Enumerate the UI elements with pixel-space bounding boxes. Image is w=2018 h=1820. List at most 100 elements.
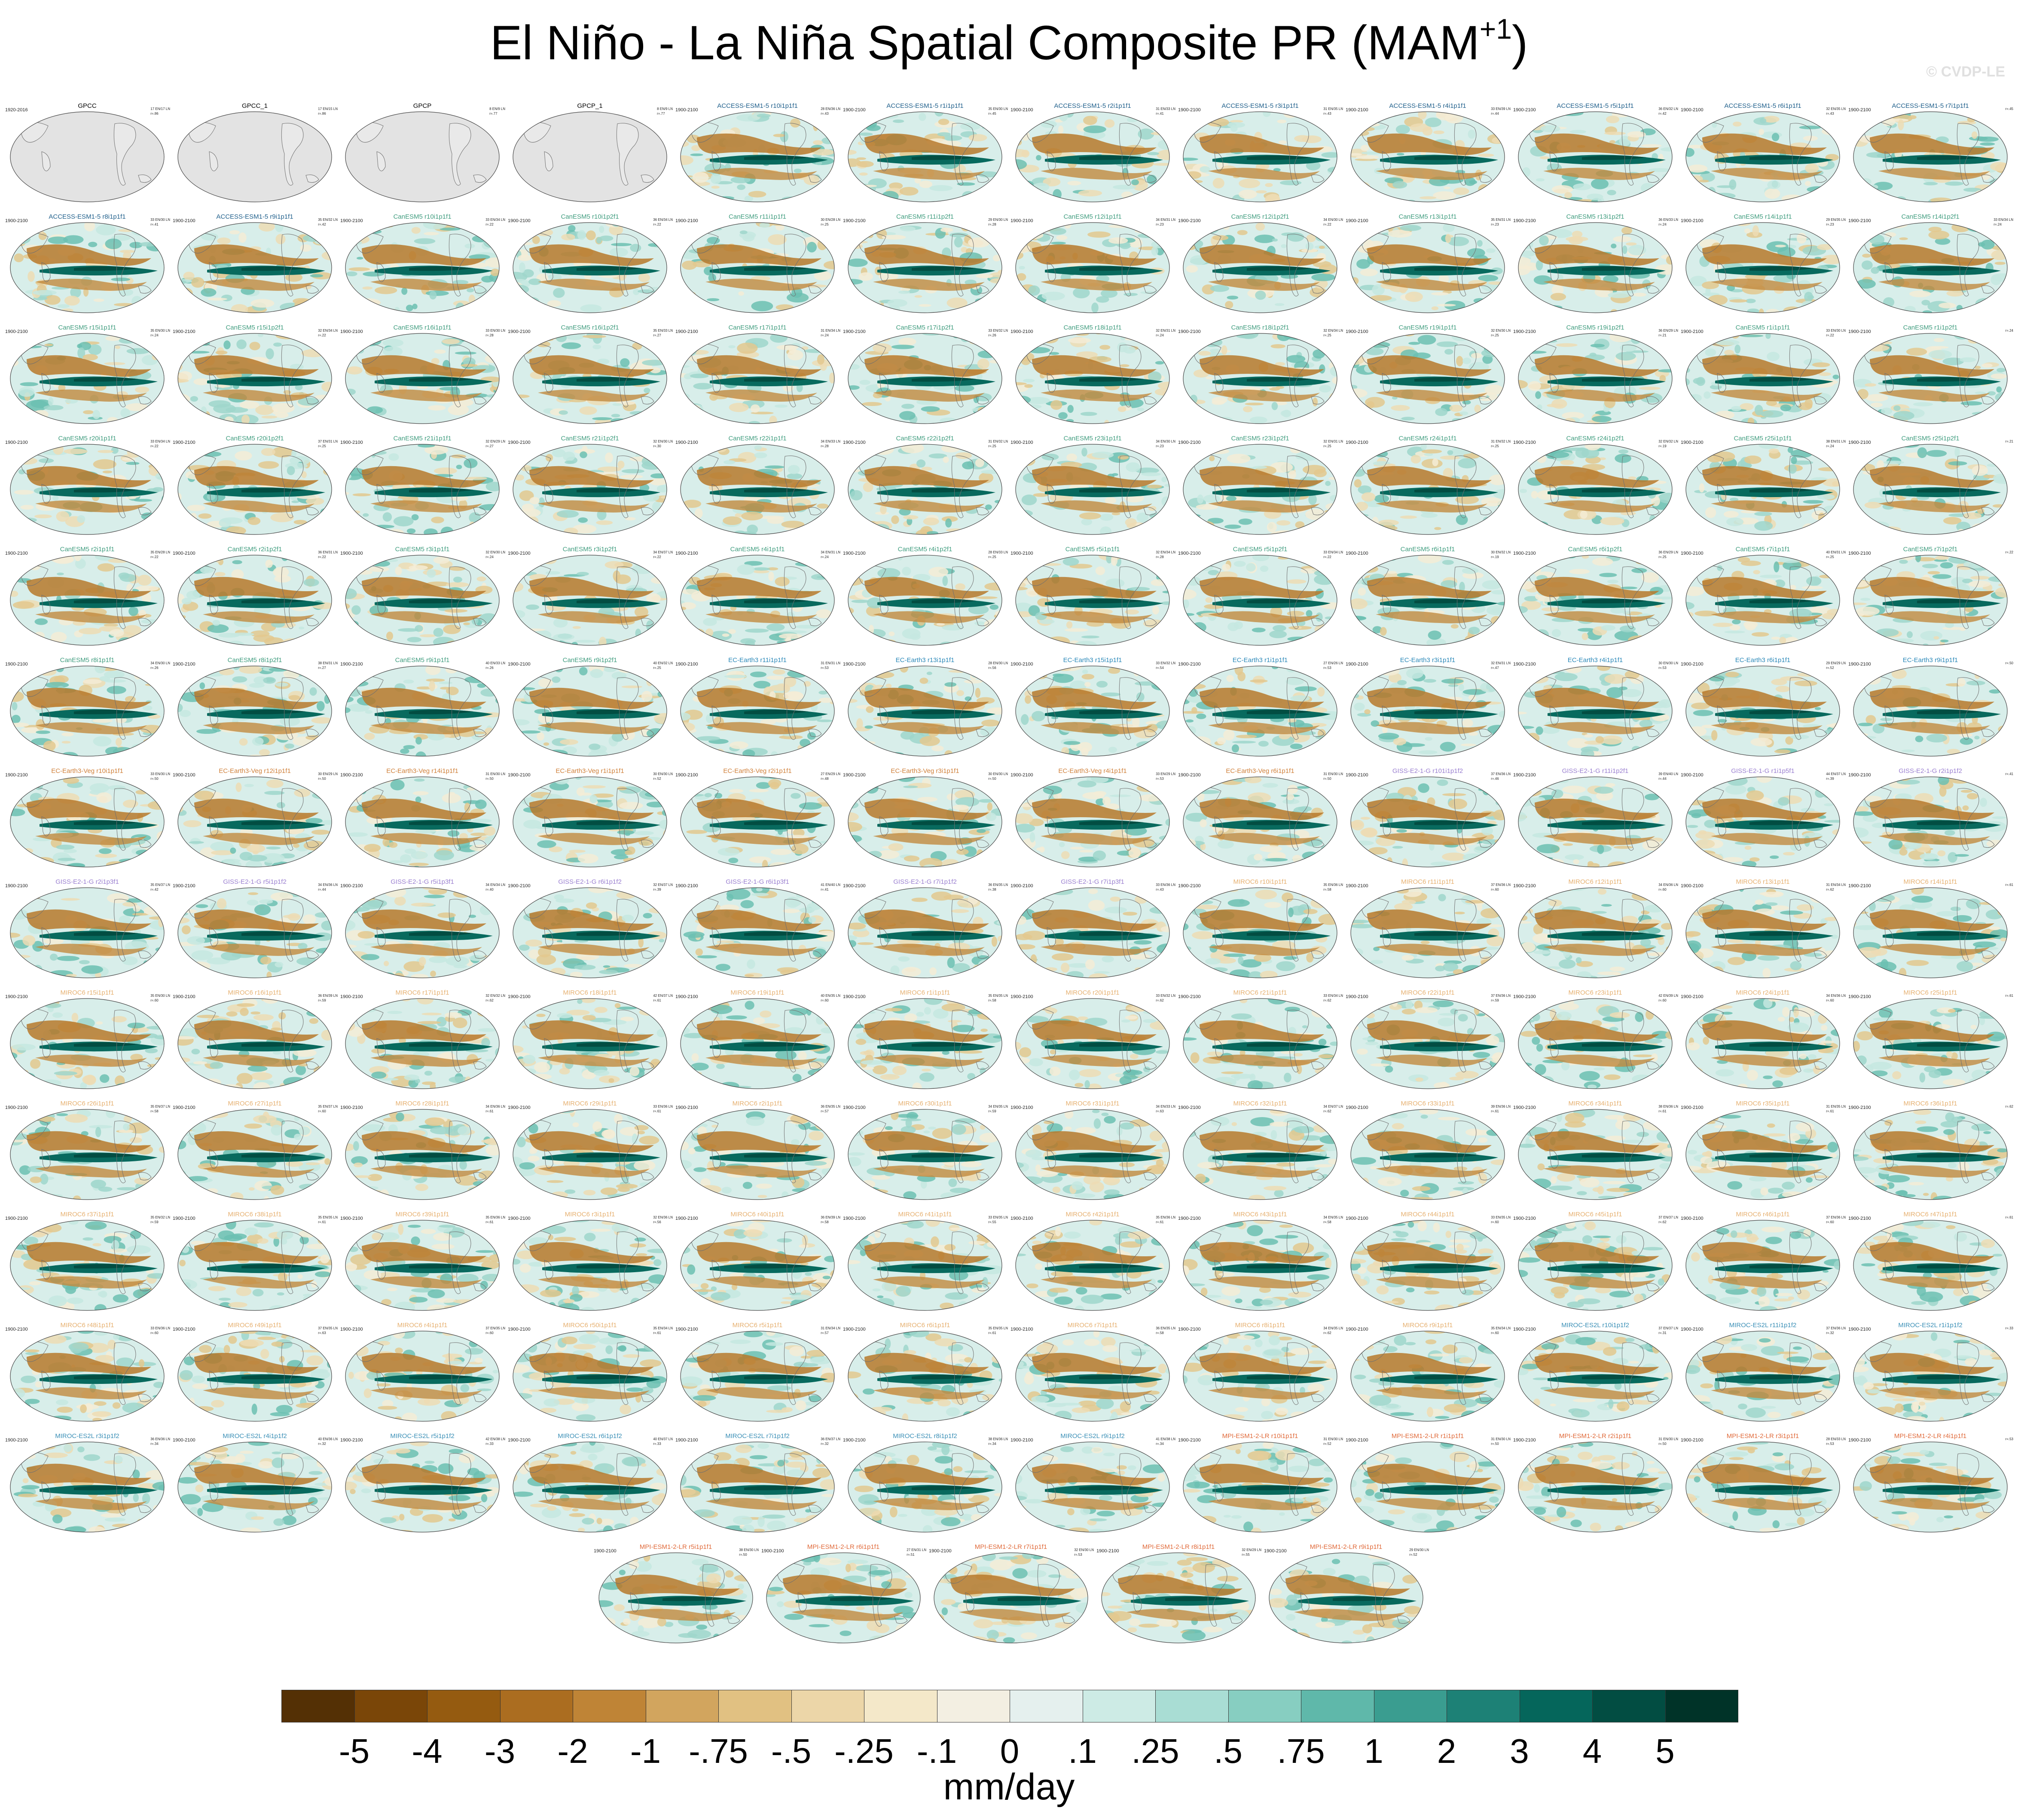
- panel-stat-line: 33 EN/32 LN: [1156, 994, 1175, 998]
- panel-stats: 31 EN/35 LN r=.43: [1323, 107, 1343, 116]
- panel-title: ACCESS-ESM1-5 r2i1p1f1: [1054, 102, 1131, 110]
- panel-stat-line: 40 EN/31 LN: [1826, 550, 1846, 554]
- composite-map: [1183, 887, 1337, 978]
- panel-stats: 42 EN/37 LN r=.61: [653, 993, 673, 1003]
- panel-map: [1350, 776, 1505, 870]
- composite-map: [680, 1109, 835, 1200]
- panel-stat-line: r=.77: [489, 112, 498, 116]
- panel-title: ACCESS-ESM1-5 r9i1p1f1: [216, 213, 293, 220]
- panel-stat-line: r=.50: [1491, 1442, 1499, 1446]
- panel-period: 1900-2100: [1681, 440, 1704, 445]
- panel-stat-line: r=.44: [1491, 112, 1499, 116]
- panel-title: MIROC6 r38i1p1f1: [228, 1211, 282, 1218]
- panel-stats: 33 EN/32 LN r=.26: [988, 328, 1008, 338]
- panel-title: CanESM5 r17i1p2f1: [896, 324, 954, 331]
- map-panel: MIROC6 r5i1p1f1 1900-2100 31 EN/34 LN r=.57: [674, 1322, 841, 1432]
- panel-period: 1900-2100: [1178, 1327, 1201, 1332]
- panel-title: MIROC6 r5i1p1f1: [732, 1322, 783, 1329]
- panel-period: 1900-2100: [843, 994, 866, 999]
- map-panel: ACCESS-ESM1-5 r10i1p1f1 1900-2100 28 EN/36…: [674, 102, 841, 213]
- panel-stats: 34 EN/35 LN r=.62: [1323, 1326, 1343, 1335]
- panel-stat-line: r=.39: [1826, 777, 1834, 781]
- panel-title: MIROC6 r7i1p1f1: [1067, 1322, 1118, 1329]
- map-panel: CanESM5 r11i1p2f1 1900-2100 29 EN/30 LN r=.…: [841, 213, 1009, 324]
- map-panel: MIROC-ES2L r5i1p1f2 1900-2100 42 EN/38 LN r…: [339, 1432, 506, 1543]
- panel-title: MPI-ESM1-2-LR r10i1p1f1: [1222, 1432, 1298, 1440]
- colorbar-tick-label: -.5: [771, 1732, 812, 1770]
- panel-map: [847, 665, 1003, 759]
- panel-stats: 28 EN/30 LN r=.56: [988, 661, 1008, 670]
- panel-stat-line: 30 EN/29 LN: [318, 772, 338, 776]
- panel-stat-line: 34 EN/36 LN: [1658, 883, 1678, 887]
- panel-stats: 36 EN/39 LN r=.59: [318, 993, 338, 1003]
- panel-title: CanESM5 r8i1p2f1: [227, 657, 282, 664]
- composite-map: [1350, 1331, 1505, 1422]
- panel-map: [9, 1108, 165, 1203]
- map-panel: MIROC6 r50i1p1f1 1900-2100 35 EN/34 LN r=.6…: [506, 1322, 674, 1432]
- panel-title: CanESM5 r25i1p2f1: [1901, 435, 1960, 442]
- map-panel: MIROC6 r45i1p1f1 1900-2100 37 EN/37 LN r=.6…: [1511, 1211, 1679, 1322]
- panel-map: [1350, 1219, 1505, 1313]
- panel-stats: 35 EN/37 LN r=.42: [150, 883, 170, 892]
- panel-title: MIROC-ES2L r3i1p1f2: [55, 1432, 119, 1440]
- panel-stat-line: r=.45: [2005, 107, 2013, 111]
- map-panel: MIROC6 r4i1p1f1 1900-2100 37 EN/35 LN r=.60: [339, 1322, 506, 1432]
- panel-stat-line: 35 EN/33 LN: [653, 329, 673, 333]
- panel-map: [512, 111, 668, 205]
- panel-map: [345, 887, 500, 981]
- colorbar-box: [500, 1690, 573, 1722]
- panel-stats: 33 EN/35 LN r=.60: [1491, 1215, 1511, 1225]
- panel-period: 1900-2100: [508, 1216, 531, 1221]
- panel-period: 1900-2100: [1346, 329, 1368, 334]
- panel-period: 1900-2100: [1178, 994, 1201, 999]
- composite-map: [680, 1441, 835, 1533]
- map-panel: GISS-E2-1-G r7i1p1f2 1900-2100 36 EN/35 LN…: [841, 878, 1009, 989]
- panel-stats: 33 EN/29 LN r=.53: [1156, 772, 1175, 781]
- panel-title: MIROC6 r34i1p1f1: [1568, 1100, 1622, 1107]
- panel-period: 1900-2100: [1848, 440, 1871, 445]
- map-panel: MIROC6 r11i1p1f1 1900-2100 37 EN/36 LN r=.6…: [1344, 878, 1511, 989]
- panel-stat-line: r=.59: [318, 999, 326, 1002]
- panel-stat-line: 32 EN/31 LN: [1323, 440, 1343, 443]
- panel-stat-line: 34 EN/36 LN: [1826, 994, 1846, 998]
- colorbar: [281, 1690, 1738, 1723]
- composite-map: [1518, 1109, 1673, 1200]
- panel-map: [1350, 887, 1505, 981]
- panel-stat-line: 30 EN/30 LN: [988, 772, 1008, 776]
- panel-period: 1900-2100: [1681, 329, 1704, 334]
- composite-map: [513, 222, 667, 313]
- panel-map: [1853, 1330, 2008, 1424]
- panel-stat-line: r=.62: [1323, 1109, 1331, 1113]
- panel-period: 1900-2100: [843, 883, 866, 889]
- panel-stat-line: 33 EN/35 LN: [1491, 1215, 1511, 1219]
- composite-map: [1685, 1109, 1840, 1200]
- panel-map: [1350, 222, 1505, 316]
- panel-stat-line: r=.53: [1074, 1553, 1082, 1557]
- panel-stat-line: r=.77: [657, 112, 665, 116]
- panel-stats: r=.24: [2006, 328, 2013, 333]
- panel-period: 1900-2100: [1848, 107, 1871, 113]
- panel-stats: 33 EN/36 LN r=.61: [653, 1104, 673, 1114]
- map-panel: MIROC6 r35i1p1f1 1900-2100 31 EN/35 LN r=.6…: [1679, 1100, 1847, 1211]
- panel-period: 1900-2100: [173, 662, 195, 667]
- panel-stat-line: r=.50: [1658, 1442, 1667, 1446]
- panel-period: 1900-2100: [1178, 883, 1201, 889]
- panel-stats: 38 EN/36 LN r=.34: [988, 1437, 1008, 1446]
- panel-stats: 37 EN/31 LN r=.25: [318, 439, 338, 449]
- panel-stat-line: 34 EN/30 LN: [150, 661, 170, 665]
- panel-map: [1853, 554, 2008, 648]
- panel-stat-line: 38 EN/31 LN: [318, 661, 338, 665]
- panel-period: 1900-2100: [173, 551, 195, 556]
- panel-stats: 28 EN/36 LN r=.43: [821, 107, 840, 116]
- panel-title: MPI-ESM1-2-LR r4i1p1f1: [1894, 1432, 1967, 1440]
- panel-title: CanESM5 r1i1p1f1: [1735, 324, 1790, 331]
- panel-stat-line: r=.41: [150, 223, 159, 226]
- panel-map: [512, 665, 668, 759]
- panel-map: [1015, 111, 1170, 205]
- panel-period: 1900-2100: [843, 773, 866, 778]
- composite-map: [1853, 1331, 2008, 1422]
- panel-stat-line: 31 EN/32 LN: [988, 440, 1008, 443]
- composite-map: [1015, 333, 1170, 424]
- panel-period: 1900-2100: [1178, 1438, 1201, 1443]
- panel-title: MIROC6 r20i1p1f1: [1065, 989, 1120, 996]
